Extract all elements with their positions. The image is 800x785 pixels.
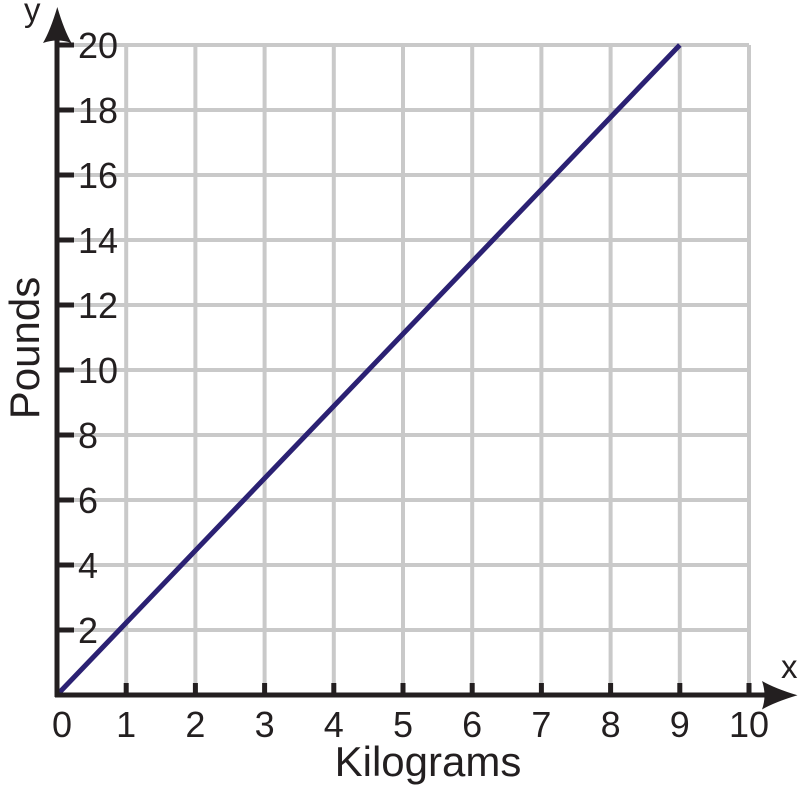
x-tick-label: 6 (462, 704, 482, 745)
x-tick-label: 2 (185, 704, 205, 745)
tick-marks (57, 42, 752, 695)
axes (43, 7, 798, 710)
x-tick-label: 1 (116, 704, 136, 745)
y-axis-title: Pounds (1, 276, 48, 420)
y-axis-letter: y (24, 0, 41, 28)
x-axis-letter: x (781, 648, 798, 685)
x-tick-label: 3 (255, 704, 275, 745)
data-line-kilograms-to-pounds (55, 43, 682, 697)
x-axis-title: Kilograms (334, 738, 522, 785)
x-tick-label: 5 (393, 704, 413, 745)
y-tick-label: 6 (78, 480, 98, 521)
y-tick-label: 12 (78, 285, 118, 326)
x-tick-label: 10 (729, 704, 769, 745)
y-tick-label: 20 (78, 25, 118, 66)
y-axis-arrowhead-icon (43, 7, 72, 43)
series (55, 43, 682, 697)
y-tick-label: 2 (78, 610, 98, 651)
x-tick-label: 9 (670, 704, 690, 745)
x-tick-label: 7 (531, 704, 551, 745)
y-tick-label: 14 (78, 220, 118, 261)
x-axis-arrowhead-icon (762, 681, 798, 710)
x-tick-label: 0 (52, 704, 72, 745)
y-tick-label: 10 (78, 350, 118, 391)
y-tick-label: 18 (78, 90, 118, 131)
y-tick-label: 8 (78, 415, 98, 456)
y-tick-label: 16 (78, 155, 118, 196)
y-tick-label: 4 (78, 545, 98, 586)
grid (57, 43, 751, 695)
x-tick-label: 4 (324, 704, 344, 745)
x-tick-label: 8 (601, 704, 621, 745)
